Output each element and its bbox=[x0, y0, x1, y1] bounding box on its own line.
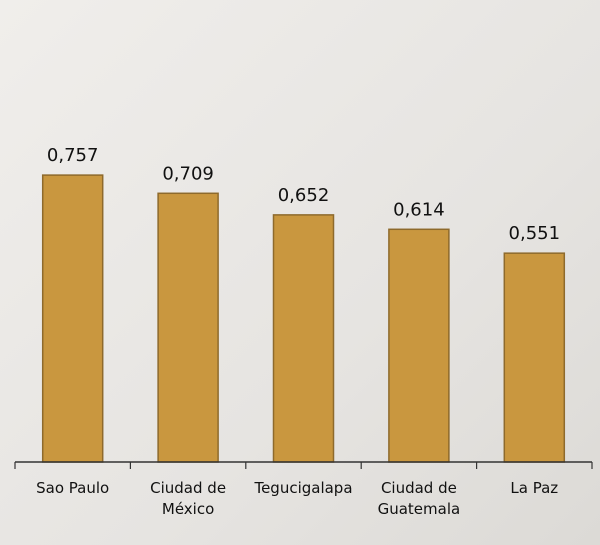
bar bbox=[272, 214, 335, 463]
bar bbox=[388, 228, 450, 463]
value-label: 0,709 bbox=[162, 163, 214, 184]
value-label: 0,614 bbox=[393, 199, 445, 220]
value-label: 0,652 bbox=[278, 185, 330, 206]
bar bbox=[157, 192, 219, 463]
bar bbox=[41, 174, 104, 463]
x-tick-label: Ciudad de México bbox=[150, 479, 227, 518]
value-label: 0,551 bbox=[509, 223, 561, 244]
x-tick-label: Ciudad de Guatemala bbox=[377, 479, 461, 518]
x-tick-label: Sao Paulo bbox=[36, 479, 110, 497]
x-tick-label: Tegucigalapa bbox=[254, 479, 353, 497]
x-tick-label: La Paz bbox=[510, 479, 559, 497]
bar bbox=[503, 252, 566, 463]
value-label: 0,757 bbox=[47, 145, 99, 166]
